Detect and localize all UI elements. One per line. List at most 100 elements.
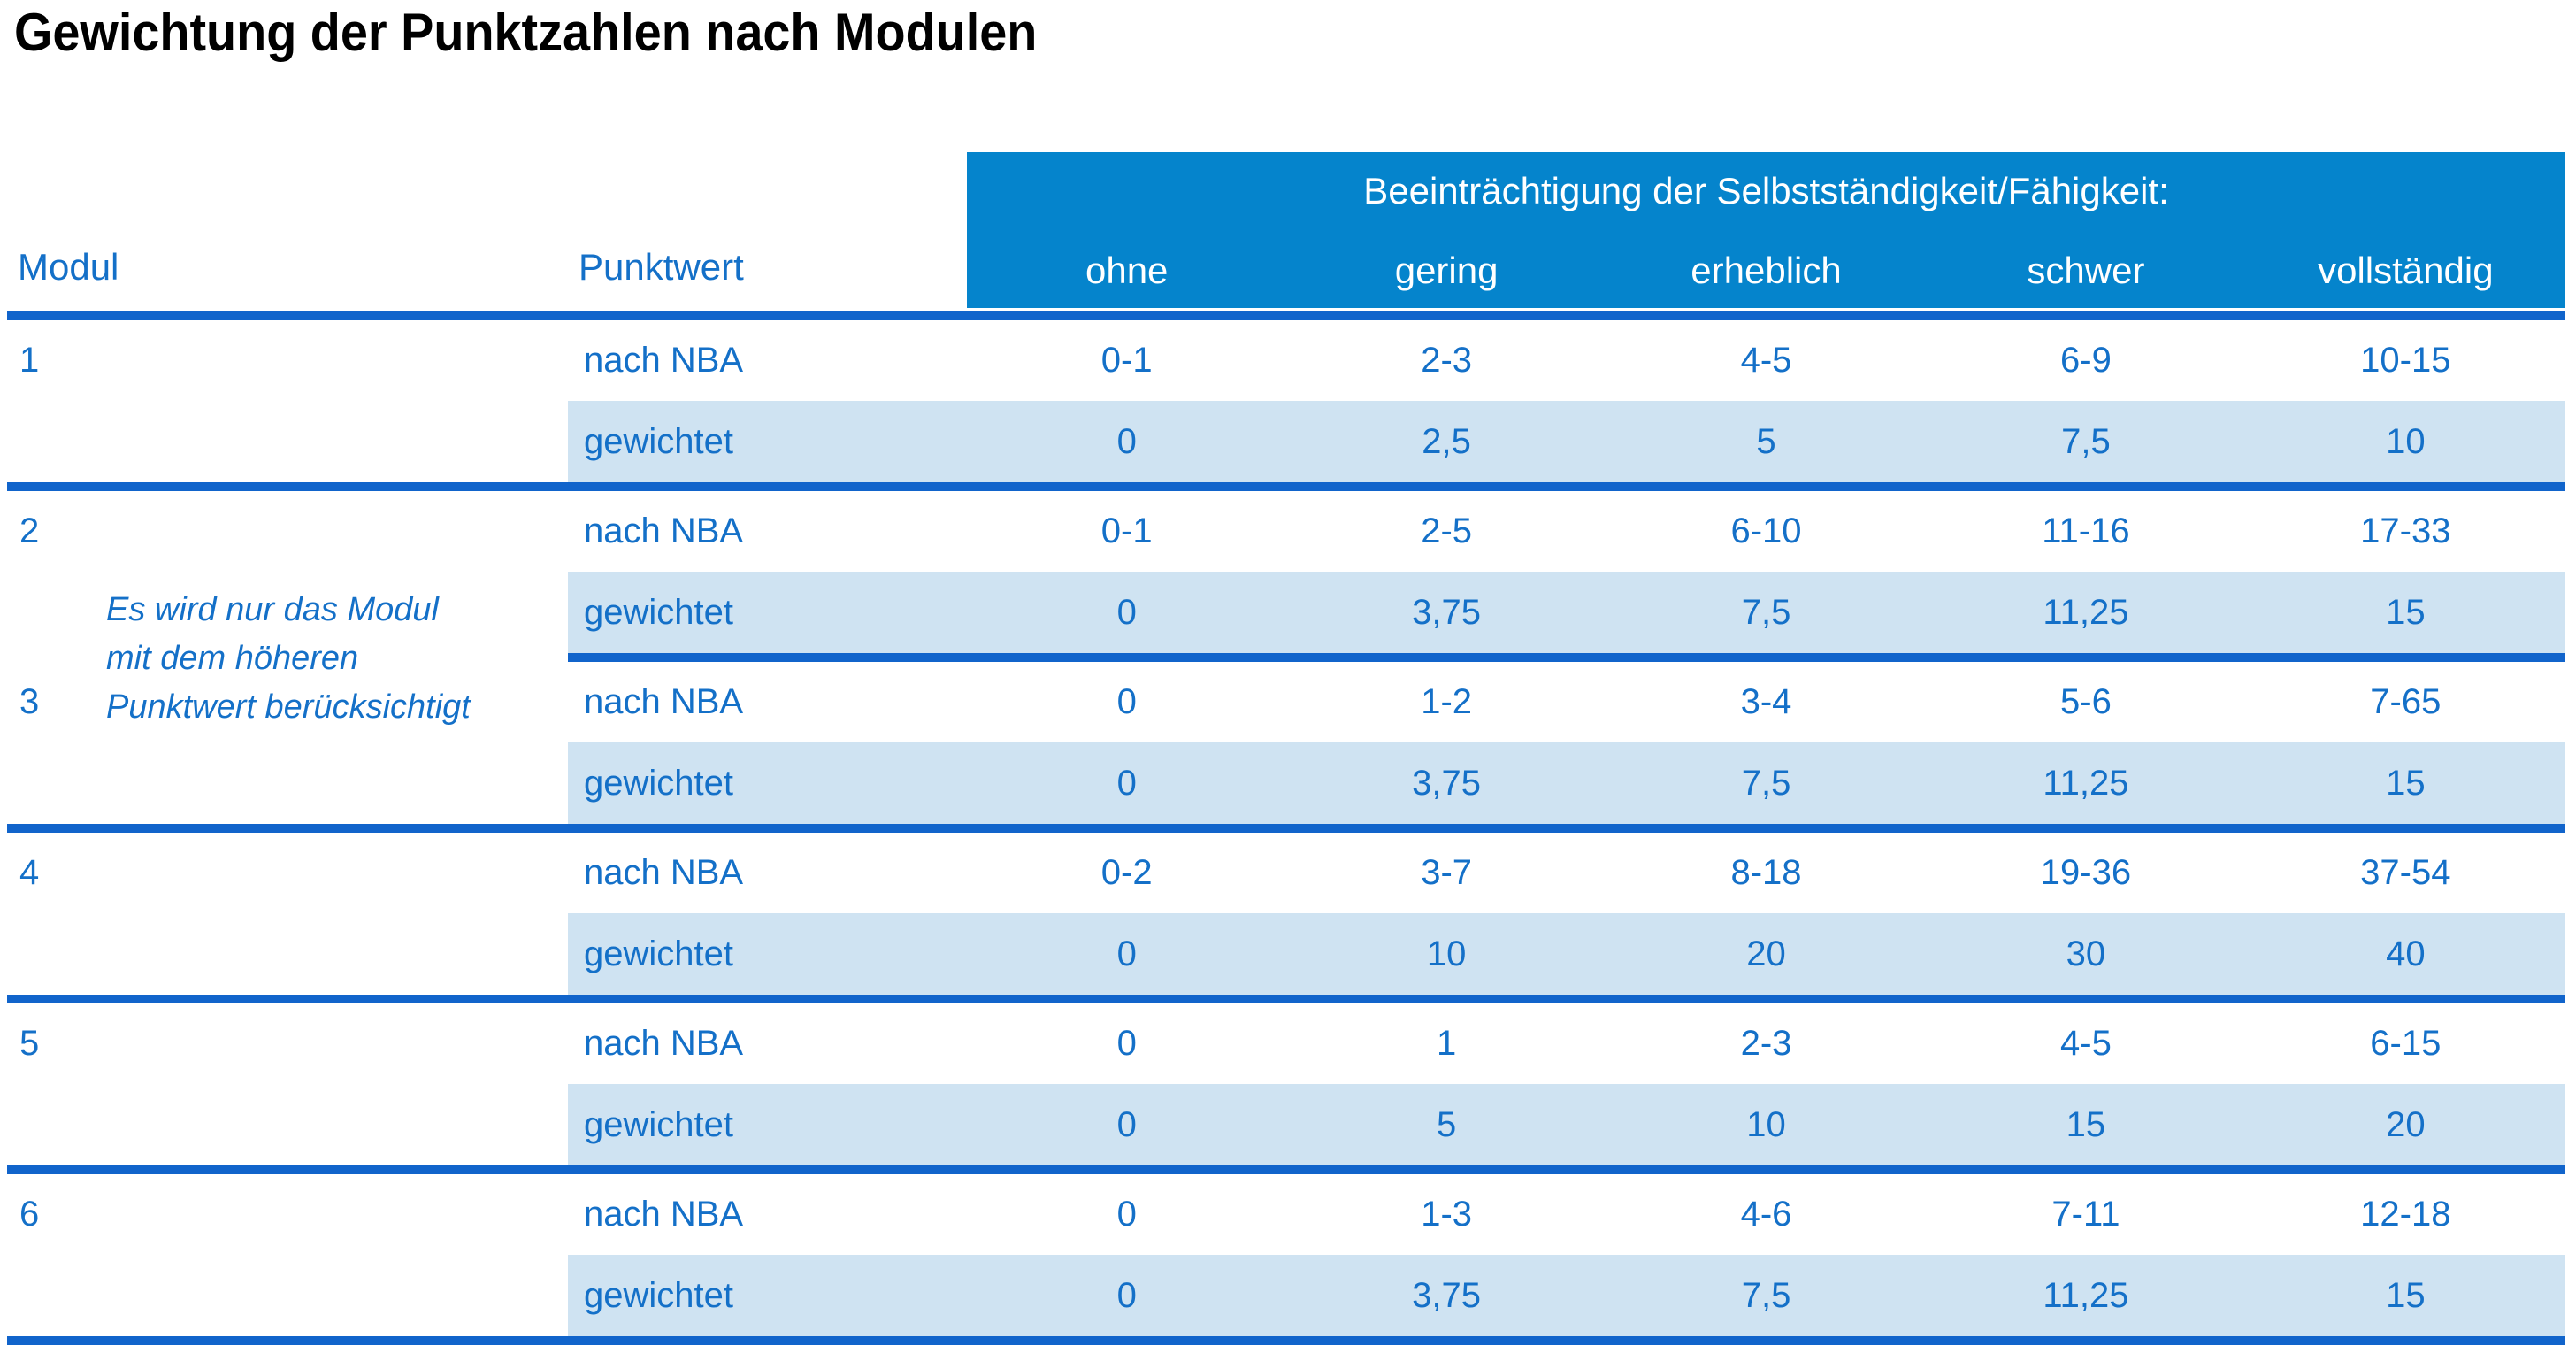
value-cell: 37-54 xyxy=(2360,853,2451,892)
value-cell: 0 xyxy=(1116,1195,1137,1234)
module-6-nba-row: 6 nach NBA 0 1-3 4-6 7-11 12-18 xyxy=(7,1174,2565,1255)
severity-columns: ohne gering erheblich schwer vollständig xyxy=(967,250,2565,292)
value-cell: 5 xyxy=(1756,421,1776,461)
row-values: nach NBA 0 1 2-3 4-5 6-15 xyxy=(568,1003,2565,1084)
row-label-weighted: gewichtet xyxy=(584,763,733,803)
row-label-nba: nach NBA xyxy=(584,682,744,721)
value-cell: 0 xyxy=(1116,1275,1137,1315)
value-cell: 8-18 xyxy=(1730,853,1802,892)
value-cell: 2,5 xyxy=(1422,421,1471,461)
module-4-weighted-row: gewichtet 0 10 20 30 40 xyxy=(7,913,2565,995)
separator-line xyxy=(7,824,2565,833)
row-values: gewichtet 0 3,75 7,5 11,25 15 xyxy=(568,1255,2565,1336)
row-label-nba: nach NBA xyxy=(584,341,744,380)
row-label-weighted: gewichtet xyxy=(584,421,733,461)
separator-line xyxy=(7,1165,2565,1174)
module-2-weighted-row: gewichtet 0 3,75 7,5 11,25 15 xyxy=(7,572,2565,653)
page-title: Gewichtung der Punktzahlen nach Modulen xyxy=(14,3,1038,62)
severity-group-label: Beeinträchtigung der Selbstständigkeit/F… xyxy=(1363,170,2169,211)
value-cell: 3,75 xyxy=(1412,1275,1482,1315)
value-cell: 0-2 xyxy=(1100,853,1153,892)
value-cell: 0 xyxy=(1116,1104,1137,1144)
value-cell: 7,5 xyxy=(1741,1275,1791,1315)
column-header-modul: Modul xyxy=(18,246,119,288)
value-cell: 10 xyxy=(1746,1104,1786,1144)
module-number-spacer xyxy=(7,742,568,824)
module-number: 3 xyxy=(19,682,40,721)
value-cell: 3-4 xyxy=(1740,682,1792,721)
column-header-ohne: ohne xyxy=(1085,250,1169,291)
value-cell: 10 xyxy=(2386,421,2426,461)
value-cell: 5 xyxy=(1436,1104,1457,1144)
value-cell: 15 xyxy=(2066,1104,2106,1144)
column-header-schwer: schwer xyxy=(2027,250,2145,291)
value-cell: 10 xyxy=(1426,934,1467,973)
weighting-table: Modul Punktwert Beeinträchtigung der Sel… xyxy=(7,152,2565,1345)
module-3-weighted-row: gewichtet 0 3,75 7,5 11,25 15 xyxy=(7,742,2565,824)
row-values: gewichtet 0 10 20 30 40 xyxy=(568,913,2565,995)
module-number: 5 xyxy=(19,1024,40,1063)
module-number: 2 xyxy=(19,511,40,550)
module-number-spacer xyxy=(7,401,568,482)
module-number-spacer xyxy=(7,913,568,995)
value-cell: 7,5 xyxy=(1741,592,1791,632)
row-values: nach NBA 0 1-2 3-4 5-6 7-65 xyxy=(568,662,2565,742)
module-number: 6 xyxy=(19,1195,40,1234)
row-label-nba: nach NBA xyxy=(584,1195,744,1234)
row-values: nach NBA 0-1 2-3 4-5 6-9 10-15 xyxy=(568,320,2565,401)
row-label-weighted: gewichtet xyxy=(584,934,733,973)
separator-line xyxy=(7,995,2565,1003)
value-cell: 15 xyxy=(2386,1275,2426,1315)
module-note-line: mit dem höheren xyxy=(106,640,359,677)
row-label-nba: nach NBA xyxy=(584,853,744,892)
value-cell: 0 xyxy=(1116,1024,1137,1063)
module-number: 4 xyxy=(19,853,40,892)
value-cell: 0 xyxy=(1116,763,1137,803)
row-values: nach NBA 0 1-3 4-6 7-11 12-18 xyxy=(568,1174,2565,1255)
row-values: gewichtet 0 2,5 5 7,5 10 xyxy=(568,401,2565,482)
value-cell: 0 xyxy=(1116,592,1137,632)
module-3-nba-row: 3 nach NBA 0 1-2 3-4 5-6 7-65 xyxy=(7,662,2565,742)
row-values: gewichtet 0 3,75 7,5 11,25 15 xyxy=(568,742,2565,824)
row-values: gewichtet 0 3,75 7,5 11,25 15 xyxy=(568,572,2565,653)
value-cell: 20 xyxy=(1746,934,1786,973)
value-cell: 3,75 xyxy=(1412,592,1482,632)
value-cell: 1-2 xyxy=(1421,682,1473,721)
value-cell: 7,5 xyxy=(1741,763,1791,803)
value-cell: 7-11 xyxy=(2051,1195,2120,1234)
value-cell: 6-9 xyxy=(2060,341,2112,380)
value-cell: 11-16 xyxy=(2042,511,2130,550)
value-cell: 7-65 xyxy=(2370,682,2442,721)
value-cell: 6-15 xyxy=(2370,1024,2442,1063)
separator-line xyxy=(7,482,2565,491)
row-values: nach NBA 0-2 3-7 8-18 19-36 37-54 xyxy=(568,833,2565,913)
module-5-nba-row: 5 nach NBA 0 1 2-3 4-5 6-15 xyxy=(7,1003,2565,1084)
value-cell: 15 xyxy=(2386,592,2426,632)
row-label-nba: nach NBA xyxy=(584,511,744,550)
column-header-gering: gering xyxy=(1394,250,1499,291)
value-cell: 2-3 xyxy=(1421,341,1473,380)
separator-line xyxy=(7,1336,2565,1345)
value-cell: 2-3 xyxy=(1740,1024,1792,1063)
separator-line-partial xyxy=(568,653,2565,662)
row-label-weighted: gewichtet xyxy=(584,1275,733,1315)
value-cell: 6-10 xyxy=(1730,511,1802,550)
value-cell: 30 xyxy=(2066,934,2106,973)
value-cell: 10-15 xyxy=(2360,341,2451,380)
value-cell: 4-6 xyxy=(1740,1195,1792,1234)
table-header: Modul Punktwert Beeinträchtigung der Sel… xyxy=(7,152,2565,311)
value-cell: 5-6 xyxy=(2060,682,2112,721)
value-cell: 1 xyxy=(1436,1024,1457,1063)
value-cell: 11,25 xyxy=(2043,1275,2129,1315)
severity-header-box: Beeinträchtigung der Selbstständigkeit/F… xyxy=(967,152,2565,308)
column-header-erheblich: erheblich xyxy=(1690,250,1842,291)
value-cell: 1-3 xyxy=(1421,1195,1473,1234)
module-4-nba-row: 4 nach NBA 0-2 3-7 8-18 19-36 37-54 xyxy=(7,833,2565,913)
value-cell: 3-7 xyxy=(1421,853,1473,892)
value-cell: 7,5 xyxy=(2061,421,2111,461)
value-cell: 11,25 xyxy=(2043,592,2129,632)
value-cell: 40 xyxy=(2386,934,2426,973)
module-number-spacer xyxy=(7,1255,568,1336)
row-label-weighted: gewichtet xyxy=(584,1104,733,1144)
module-note-line: Es wird nur das Modul xyxy=(106,591,439,628)
